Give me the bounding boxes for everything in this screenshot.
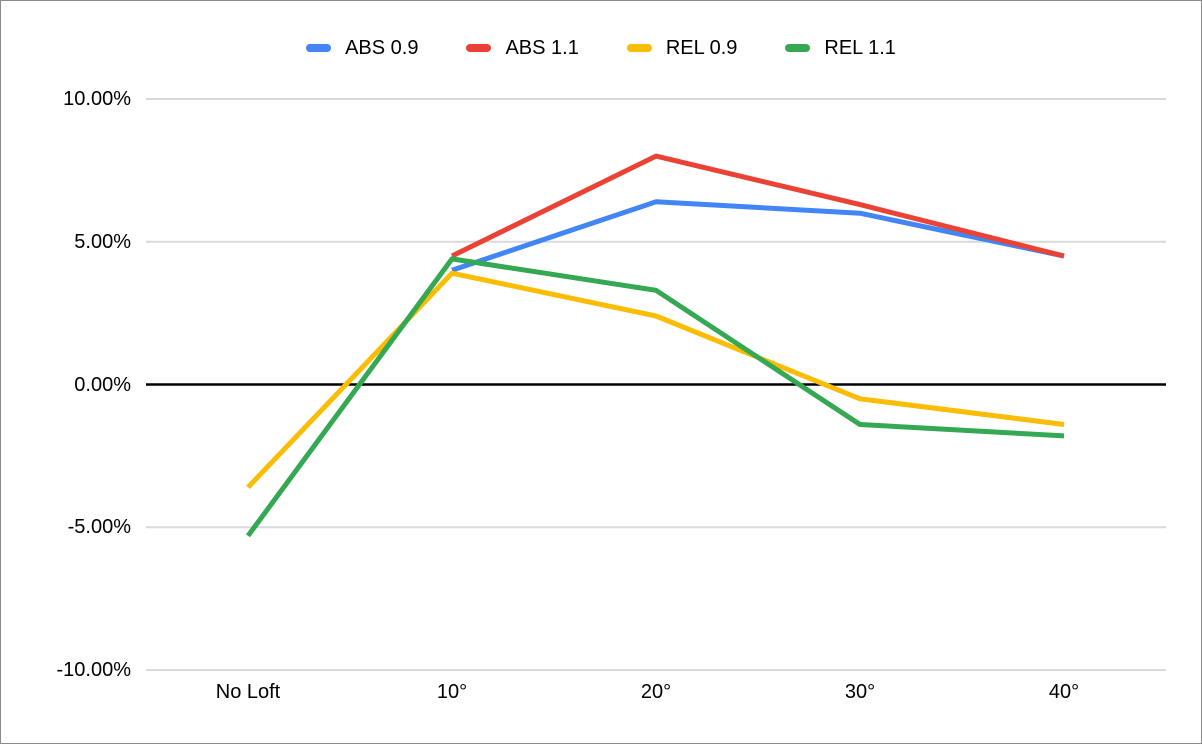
- x-axis-tick-label: No Loft: [215, 681, 281, 703]
- legend: ABS 0.9 ABS 1.1 REL 0.9 REL 1.1: [1, 35, 1201, 61]
- legend-item-abs-1-1: ABS 1.1: [466, 35, 579, 61]
- x-axis-tick-label: 10°: [436, 681, 468, 703]
- legend-swatch-abs-0-9: [306, 44, 332, 52]
- x-axis-tick-label: 40°: [1048, 681, 1080, 703]
- legend-label: REL 0.9: [665, 37, 738, 59]
- legend-swatch-abs-1-1: [466, 44, 492, 52]
- y-axis-tick-label: -10.00%: [56, 659, 132, 681]
- legend-swatch-rel-1-1: [785, 44, 811, 52]
- y-axis-tick-label: 5.00%: [74, 230, 131, 253]
- legend-item-abs-0-9: ABS 0.9: [306, 35, 418, 61]
- series-line-abs-0-9: [451, 199, 1065, 273]
- x-axis-tick-label: 30°: [844, 681, 876, 703]
- legend-item-rel-1-1: REL 1.1: [785, 35, 896, 61]
- series-line-rel-1-1: [245, 256, 1065, 538]
- legend-label: REL 1.1: [824, 37, 896, 59]
- series-line-rel-0-9: [246, 270, 1065, 490]
- series-line-abs-1-1: [450, 153, 1065, 259]
- y-axis-tick-label: 0.00%: [74, 373, 131, 396]
- x-axis-tick-label: 20°: [640, 681, 672, 703]
- legend-label: ABS 0.9: [345, 37, 419, 59]
- y-axis-tick-label: 10.00%: [63, 88, 131, 110]
- y-axis-tick-label: -5.00%: [67, 516, 131, 539]
- legend-label: ABS 1.1: [505, 37, 579, 59]
- legend-swatch-rel-0-9: [626, 44, 652, 52]
- legend-item-rel-0-9: REL 0.9: [626, 35, 738, 61]
